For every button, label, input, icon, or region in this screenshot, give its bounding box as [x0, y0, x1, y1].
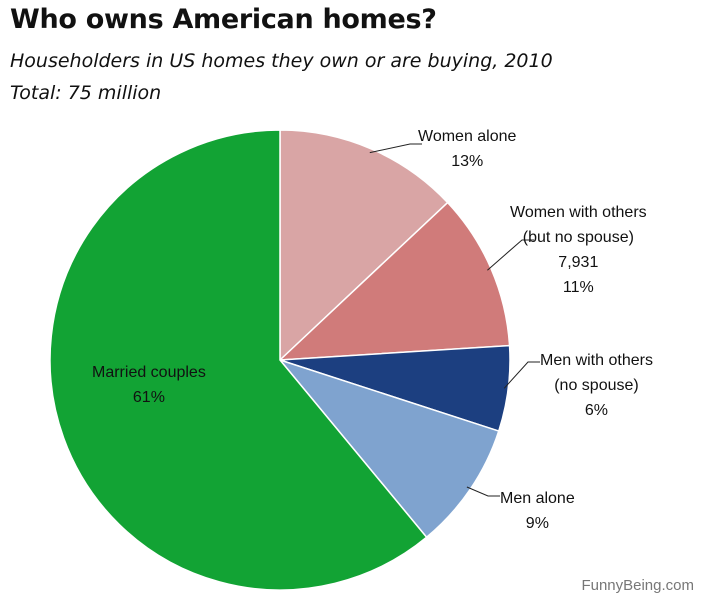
chart-total: Total: 75 million	[10, 82, 162, 104]
label-married-couples: Married couples 61%	[92, 364, 206, 406]
label-men-alone: Men alone 9%	[500, 490, 575, 532]
pie-slice-men-alone	[277, 358, 500, 539]
watermark: FunnyBeing.com	[581, 577, 694, 594]
leader-line-3	[466, 486, 500, 497]
label-men-with-others: Men with others (no spouse) 6%	[540, 352, 653, 419]
label-women-with-others: Women with others (but no spouse) 7,931 …	[510, 204, 647, 296]
label-women-alone: Women alone 13%	[418, 128, 517, 170]
chart-subtitle: Householders in US homes they own or are…	[10, 50, 553, 72]
chart-title: Who owns American homes?	[10, 4, 437, 35]
pie-slice-women-with-others-but-no-spouse	[277, 201, 511, 361]
leader-line-1	[487, 239, 534, 271]
pie-slice-married-couples	[49, 129, 428, 591]
leader-line-0	[369, 143, 422, 154]
pie-slice-women-alone	[279, 129, 449, 362]
leader-line-2	[503, 361, 540, 389]
